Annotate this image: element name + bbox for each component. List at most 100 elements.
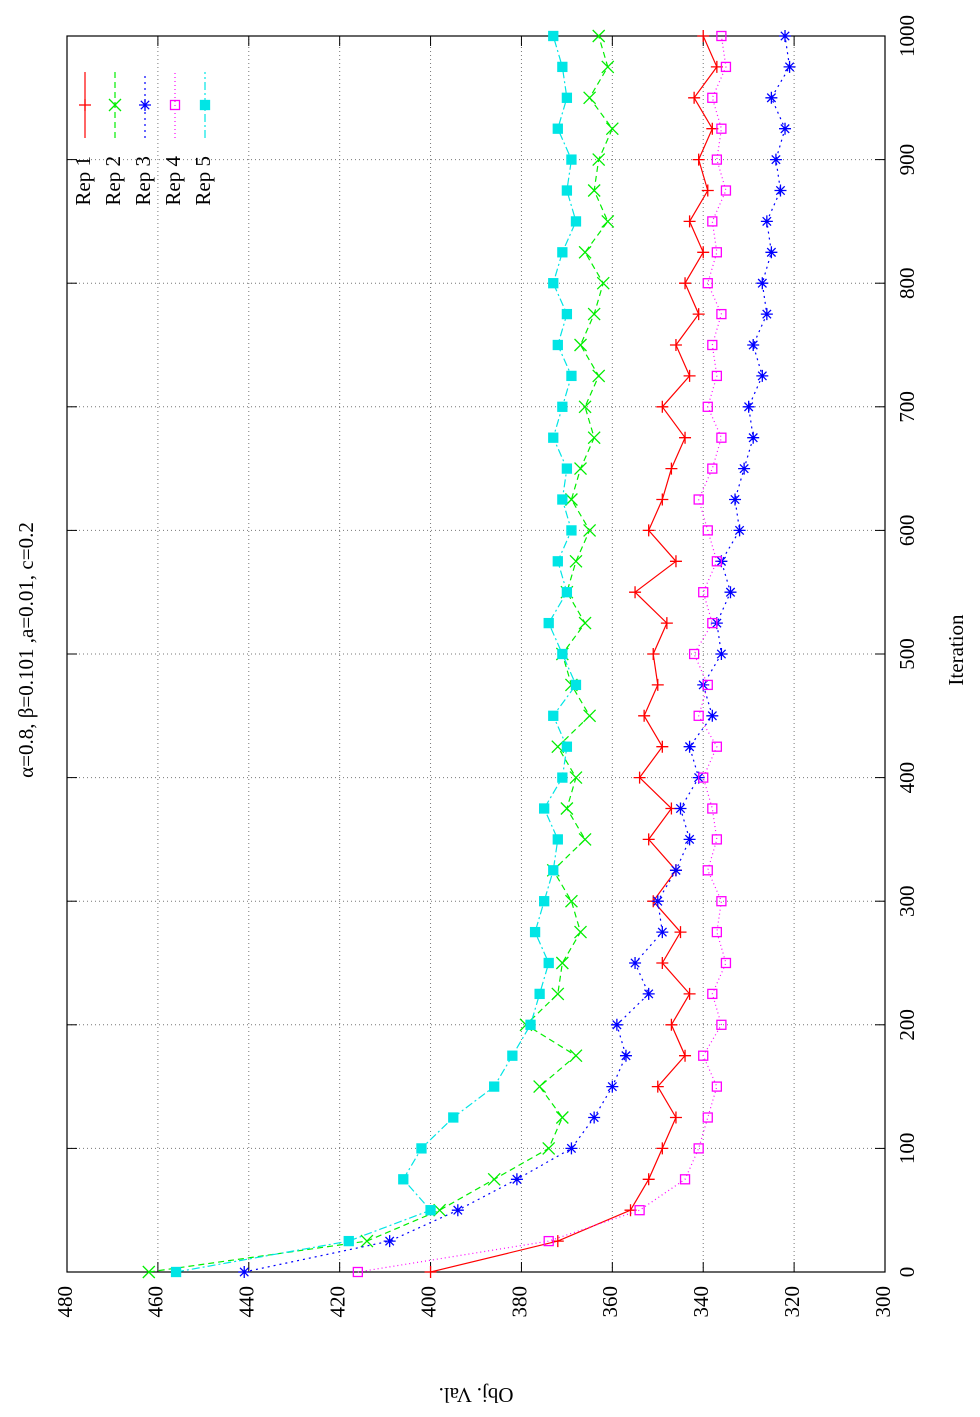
marker — [656, 740, 669, 753]
marker — [683, 369, 696, 382]
marker — [557, 494, 568, 505]
marker — [779, 122, 792, 135]
marker — [578, 832, 592, 846]
x-tick-label: 100 — [895, 1133, 919, 1165]
marker — [679, 431, 692, 444]
marker — [783, 60, 796, 73]
marker — [698, 1050, 709, 1061]
marker — [674, 926, 687, 939]
marker — [711, 1081, 723, 1092]
x-tick-label: 400 — [895, 762, 919, 794]
y-tick-label: 400 — [416, 1286, 440, 1318]
marker — [578, 400, 592, 414]
marker — [555, 1111, 569, 1124]
plot-frame: α=0.8, β=0.101 ,a=0.01, c=0.2 Iteration … — [14, 15, 968, 1407]
marker — [651, 1080, 664, 1093]
marker — [651, 895, 664, 908]
marker — [574, 338, 587, 352]
marker — [425, 1205, 436, 1216]
marker — [587, 431, 601, 445]
marker — [566, 370, 577, 382]
marker — [570, 679, 582, 691]
marker — [587, 307, 601, 321]
marker — [711, 556, 723, 567]
marker — [692, 308, 705, 321]
marker — [424, 1266, 437, 1278]
marker — [656, 957, 669, 969]
marker — [543, 1235, 554, 1247]
marker — [651, 678, 664, 691]
marker — [683, 215, 696, 228]
marker — [566, 154, 577, 165]
marker — [711, 154, 723, 165]
marker — [238, 1266, 251, 1278]
marker — [688, 91, 701, 104]
x-tick-label: 900 — [895, 144, 919, 176]
marker — [706, 709, 719, 722]
marker — [693, 710, 704, 721]
marker — [707, 216, 718, 227]
marker — [578, 245, 592, 259]
legend-marker — [139, 99, 151, 111]
marker — [702, 1112, 713, 1123]
marker — [702, 278, 713, 289]
marker — [561, 308, 573, 320]
marker — [574, 462, 587, 476]
marker — [610, 1018, 623, 1031]
marker — [733, 524, 746, 537]
legend-label: Rep 4 — [161, 156, 185, 206]
marker — [701, 184, 714, 197]
marker — [669, 339, 682, 351]
y-tick-label: 480 — [53, 1286, 77, 1318]
marker — [756, 277, 769, 290]
marker — [711, 741, 723, 752]
marker — [765, 246, 778, 259]
marker — [716, 896, 727, 907]
marker — [543, 957, 554, 969]
marker — [551, 987, 565, 1001]
marker — [489, 1081, 500, 1092]
marker — [561, 463, 573, 474]
marker — [724, 586, 737, 599]
marker — [601, 214, 615, 228]
legend-marker — [199, 99, 211, 111]
marker — [352, 1266, 363, 1278]
marker — [679, 1174, 691, 1185]
marker — [583, 709, 597, 723]
marker — [760, 308, 773, 321]
marker — [542, 1141, 556, 1155]
marker — [720, 957, 732, 969]
marker — [702, 401, 713, 412]
marker — [711, 247, 723, 258]
y-tick-label: 340 — [689, 1286, 713, 1318]
marker — [565, 1142, 578, 1155]
marker — [619, 1049, 632, 1062]
marker — [596, 276, 610, 290]
y-tick-label: 440 — [235, 1286, 259, 1318]
marker — [574, 925, 587, 939]
marker — [561, 741, 573, 752]
marker — [716, 308, 727, 320]
legend-marker — [108, 98, 122, 112]
marker — [716, 123, 727, 134]
marker — [606, 1080, 619, 1093]
marker — [557, 401, 568, 412]
marker — [642, 524, 655, 537]
marker — [642, 833, 655, 846]
marker — [552, 834, 563, 845]
marker — [669, 864, 682, 877]
marker — [716, 432, 727, 443]
y-axis-label: Obj. Val. — [439, 1383, 514, 1407]
marker — [665, 1018, 678, 1031]
marker — [557, 61, 568, 73]
marker — [729, 493, 742, 506]
marker — [588, 1111, 601, 1124]
marker — [592, 153, 606, 167]
y-tick-label: 460 — [144, 1286, 168, 1318]
y-tick-label: 380 — [507, 1286, 531, 1318]
marker — [669, 555, 682, 568]
marker — [539, 803, 550, 814]
marker — [561, 92, 573, 103]
